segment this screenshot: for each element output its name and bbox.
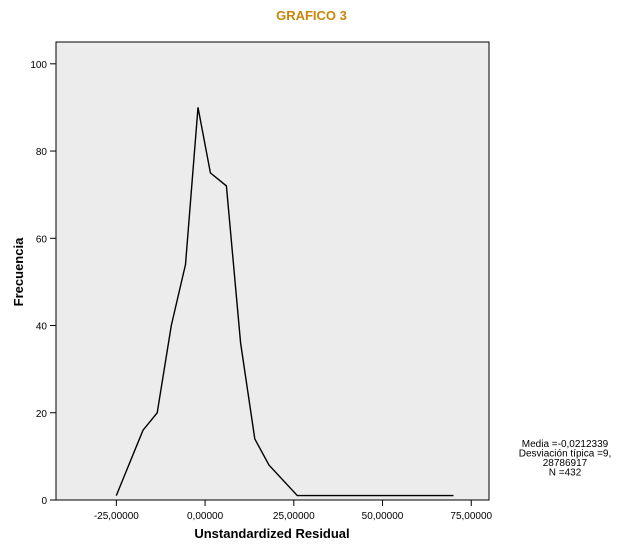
x-tick-label: 0,00000 — [187, 511, 224, 522]
x-tick-label: 25,00000 — [273, 511, 315, 522]
x-tick-label: -25,00000 — [94, 511, 139, 522]
y-tick-label: 60 — [36, 234, 48, 245]
x-axis: -25,00000 0,00000 25,00000 50,00000 75,00000 — [94, 500, 493, 522]
y-tick-label: 40 — [36, 322, 48, 333]
stats-line: Media =-0,0212339 — [522, 439, 609, 450]
y-tick-label: 0 — [41, 496, 47, 507]
y-tick-label: 100 — [30, 60, 47, 71]
plot-area — [55, 41, 490, 501]
stats-line: N =432 — [549, 468, 582, 479]
x-tick-label: 50,00000 — [362, 511, 404, 522]
y-axis-title: Frecuencia — [11, 237, 26, 306]
y-tick-label: 20 — [36, 409, 48, 420]
stats-line: Desviación típica =9, — [519, 449, 612, 460]
stats-line: 28786917 — [543, 458, 588, 469]
x-tick-label: 75,00000 — [450, 511, 492, 522]
chart-title: GRAFICO 3 — [276, 8, 347, 23]
y-axis: 0 20 40 60 80 100 — [30, 60, 56, 507]
x-axis-title: Unstandardized Residual — [194, 526, 349, 541]
frequency-polygon — [115, 107, 454, 497]
y-tick-label: 80 — [36, 147, 48, 158]
